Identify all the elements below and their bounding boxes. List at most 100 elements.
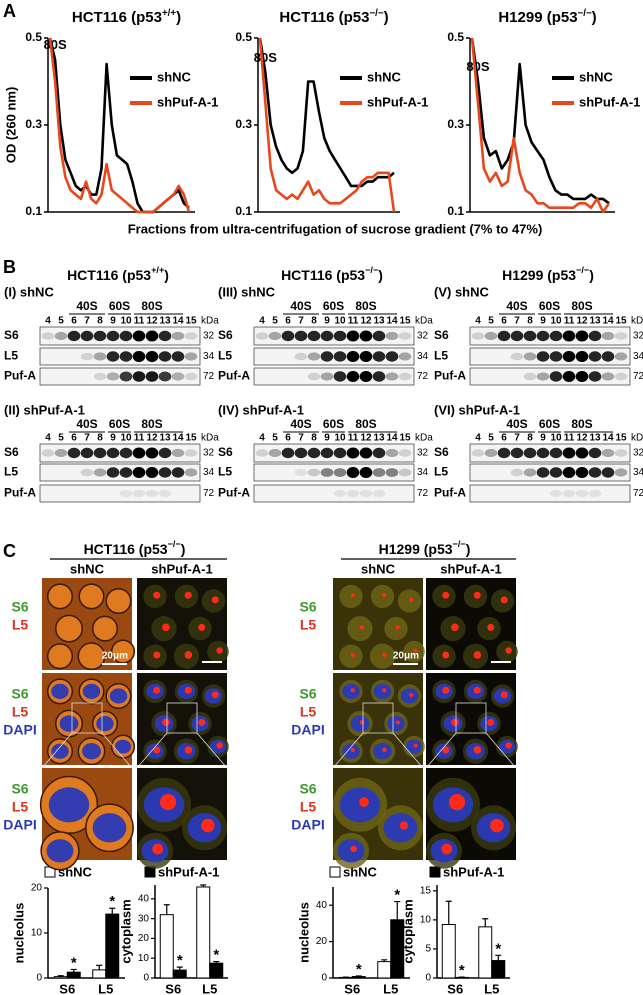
region-label: 40S <box>76 299 97 313</box>
blot-band <box>158 447 172 459</box>
lane-label: 10 <box>550 433 562 444</box>
blot-band <box>536 330 550 342</box>
unit-label: kDa <box>631 433 643 444</box>
sample-label: (II) shPuf-A-1 <box>4 402 85 417</box>
kda-label: 72 <box>633 488 643 499</box>
lane-label: 12 <box>360 433 372 444</box>
significance: * <box>177 952 183 969</box>
nucleolus <box>500 691 508 699</box>
cell <box>397 589 422 613</box>
lane-label: 13 <box>373 433 385 444</box>
title-part: ) <box>466 541 471 557</box>
blot-band <box>132 489 146 498</box>
profile-line <box>470 37 611 214</box>
blot-column-title: HCT116 (p53+/+) <box>67 265 169 282</box>
nucleolus <box>184 651 193 659</box>
blot-band <box>255 449 269 457</box>
lane-label: 5 <box>58 433 64 444</box>
error-bar <box>70 968 77 973</box>
blot-band <box>385 331 399 341</box>
blot-band <box>93 447 107 459</box>
blot-band <box>601 331 615 341</box>
cell <box>370 584 395 609</box>
title-part: HCT116 (p53 <box>279 9 369 26</box>
lane-label: 8 <box>527 316 533 327</box>
micrograph <box>333 673 425 765</box>
nucleolus <box>211 691 219 699</box>
y-tick-label: 15 <box>420 885 432 896</box>
profile-line <box>48 37 190 214</box>
lane-label: 5 <box>272 433 278 444</box>
legend-label: shPuf-A-1 <box>158 864 219 879</box>
legend-label: shNC <box>579 69 614 84</box>
blot-band <box>398 352 412 361</box>
nucleolus <box>505 647 512 654</box>
zoom-lines <box>41 732 133 769</box>
x-tick-label: L5 <box>202 981 217 995</box>
nucleus <box>82 683 101 700</box>
y-tick-label: 0 <box>321 973 327 984</box>
kda-label: 34 <box>633 467 643 478</box>
blot-band <box>372 489 386 498</box>
y-tick-label: 0.3 <box>447 117 464 131</box>
error-bar <box>213 960 220 964</box>
nucleolus <box>162 718 170 727</box>
blot-band <box>398 468 412 477</box>
bar <box>172 969 187 979</box>
lane-label: 12 <box>576 316 588 327</box>
lane-label: 7 <box>514 433 520 444</box>
region-label: 80S <box>571 299 592 313</box>
y-axis-label: nucleolus <box>296 902 311 963</box>
blot-band <box>67 330 81 342</box>
nucleolus <box>382 593 387 598</box>
blot-band <box>106 351 120 362</box>
blot-band <box>398 372 412 381</box>
blot-band <box>294 447 308 459</box>
blot-band <box>281 330 295 342</box>
nucleolus <box>382 747 387 753</box>
micrograph <box>137 578 229 670</box>
sample-label: (I) shNC <box>4 284 54 299</box>
blot-band <box>184 352 198 361</box>
y-tick-label: 0.1 <box>235 204 252 218</box>
blot-band <box>171 351 185 362</box>
stain-label: S6 <box>11 781 28 797</box>
nucleolus <box>473 746 482 754</box>
cell <box>91 615 119 642</box>
nucleus <box>48 787 90 823</box>
blot-band <box>359 489 373 498</box>
cell <box>339 644 363 668</box>
nucleolus <box>409 692 414 697</box>
cell <box>384 616 408 641</box>
stain-label: S6 <box>11 599 28 615</box>
blot-band <box>294 468 308 477</box>
bar <box>66 971 81 979</box>
cell <box>46 643 74 670</box>
blot-band <box>119 447 133 459</box>
nucleolus <box>184 591 192 599</box>
blot-band <box>119 489 133 498</box>
micrograph <box>333 768 423 869</box>
blot-band <box>562 330 576 342</box>
micrograph <box>42 578 136 671</box>
title-part: ) <box>592 9 597 26</box>
blot-band <box>497 330 511 342</box>
nucleus <box>350 715 370 732</box>
legend-label: shPuf-A-1 <box>443 864 504 879</box>
kda-label: 72 <box>417 488 429 499</box>
lane-label: 8 <box>311 316 317 327</box>
y-tick-label: 0 <box>36 973 42 984</box>
blot-band <box>41 449 55 457</box>
blot-band <box>372 468 386 477</box>
blot-band <box>294 330 308 342</box>
cell <box>369 643 396 669</box>
legend-label: shNC <box>367 69 402 84</box>
blot-band <box>346 371 360 382</box>
nucleolus <box>350 845 357 853</box>
blot-band <box>320 468 334 477</box>
blot-band <box>93 468 107 477</box>
x-tick-label: L5 <box>484 981 499 995</box>
significance: * <box>213 947 219 964</box>
blot-band <box>372 351 386 362</box>
nucleolus <box>359 720 365 725</box>
